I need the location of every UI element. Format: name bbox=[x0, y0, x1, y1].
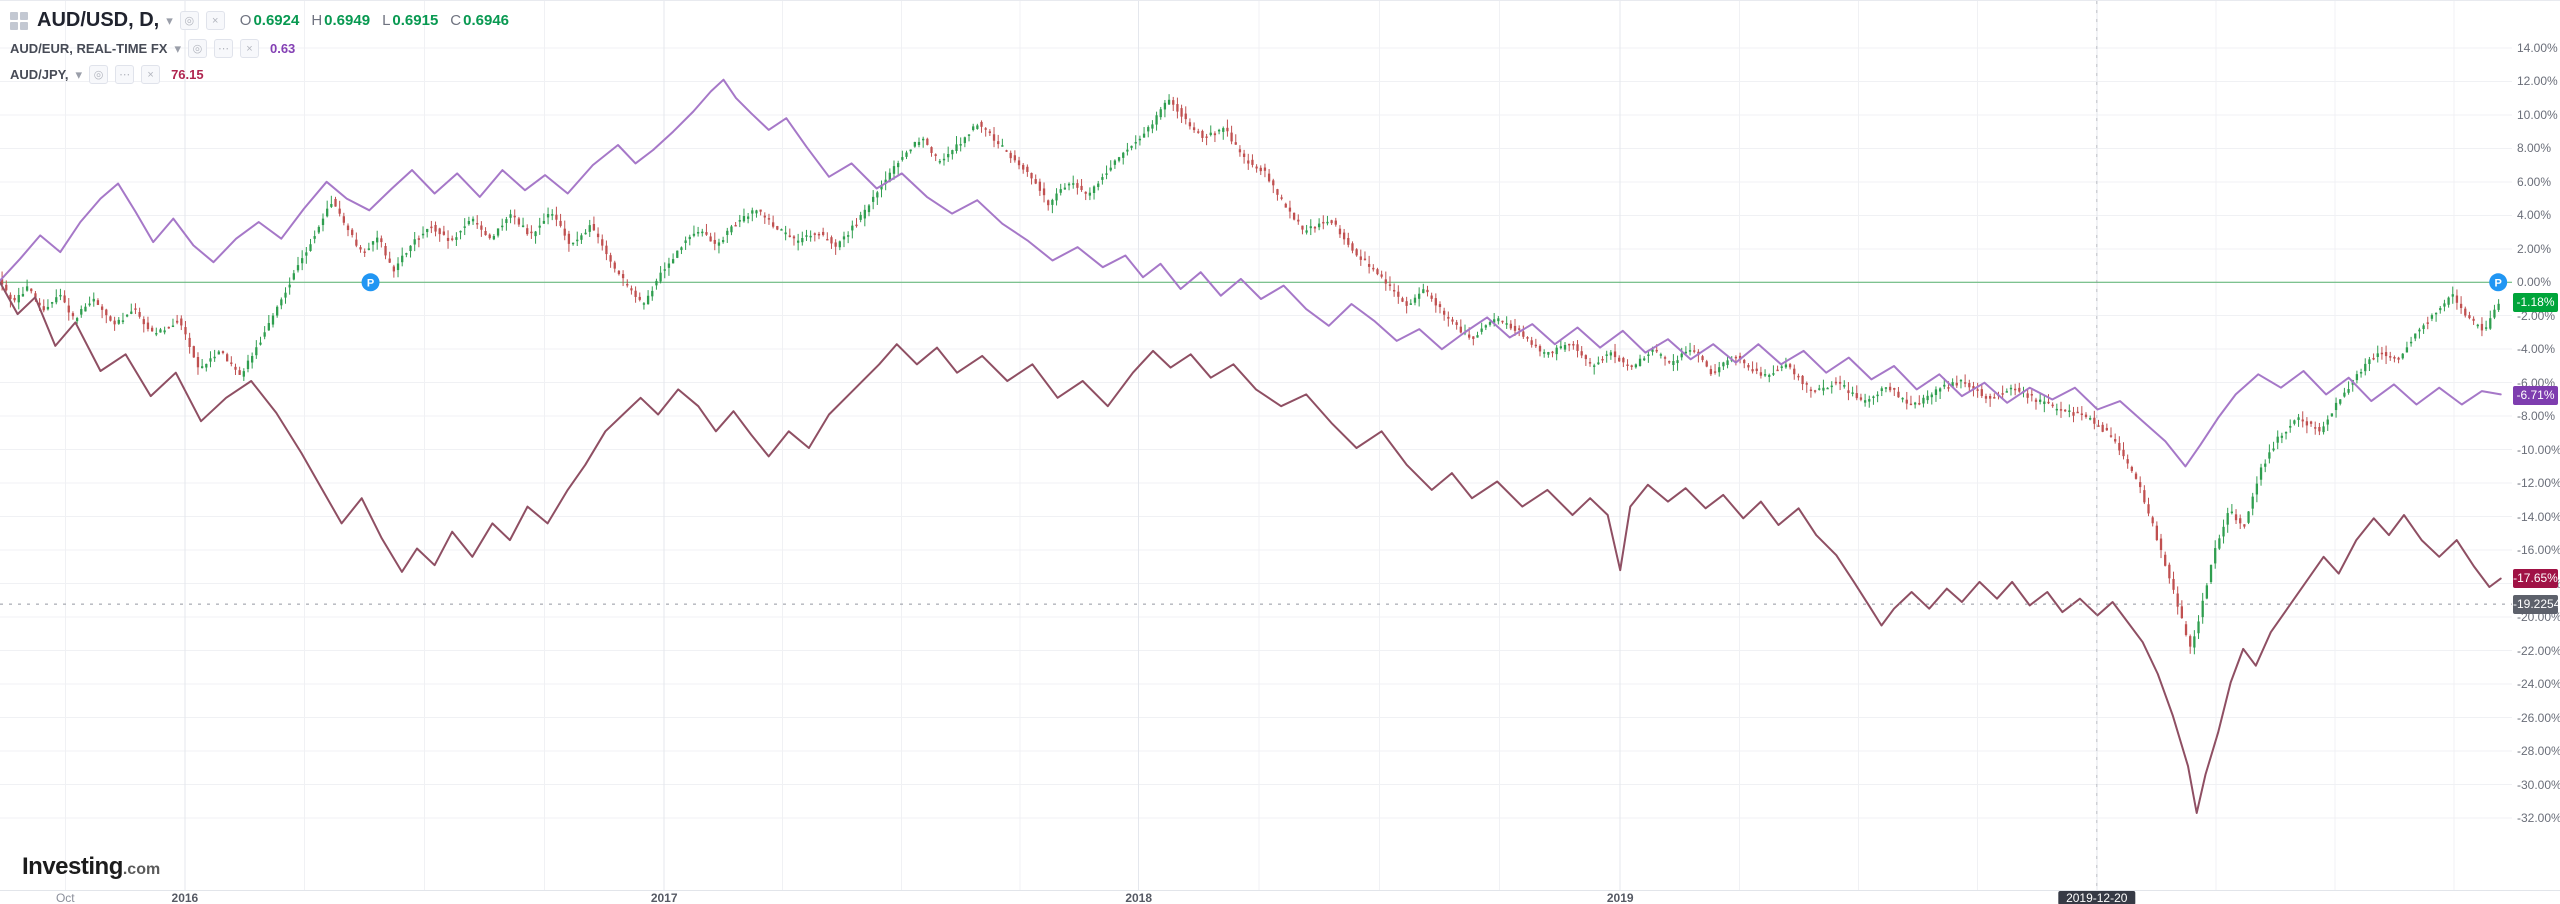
svg-text:P: P bbox=[2495, 277, 2502, 289]
y-axis-tick: 6.00% bbox=[2517, 174, 2552, 189]
y-axis-tick: -30.00% bbox=[2517, 777, 2560, 792]
x-axis-label: 2016 bbox=[171, 891, 199, 904]
high-label: H bbox=[311, 12, 323, 29]
crosshair-date-badge: 2019-12-20 bbox=[2058, 891, 2136, 904]
logo-suffix-text: .com bbox=[122, 861, 161, 878]
audjpy-symbol-title[interactable]: AUD/JPY, bbox=[10, 67, 69, 82]
ohlc-values: O 0.6924 H 0.6949 L 0.6915 C 0.6946 bbox=[240, 12, 509, 29]
x-axis-label: 2018 bbox=[1125, 891, 1153, 904]
legend: AUD/USD, D, ▾ ◎ × O 0.6924 H 0.6949 L 0.691… bbox=[10, 9, 509, 91]
close-icon[interactable]: × bbox=[141, 65, 161, 84]
audeur-value: 0.63 bbox=[269, 41, 296, 56]
eye-icon[interactable]: ◎ bbox=[187, 39, 207, 58]
price-badge-audjpy: -17.65% bbox=[2513, 568, 2558, 588]
y-axis-tick: 14.00% bbox=[2517, 40, 2558, 55]
svg-text:P: P bbox=[367, 277, 374, 289]
eye-icon[interactable]: ◎ bbox=[89, 65, 109, 84]
chevron-down-icon[interactable]: ▾ bbox=[174, 41, 181, 56]
open-value: 0.6924 bbox=[253, 12, 300, 29]
grid-lines bbox=[0, 1, 2512, 890]
y-axis-tick: -28.00% bbox=[2517, 744, 2560, 759]
y-axis-tick: 2.00% bbox=[2517, 241, 2552, 256]
price-axis[interactable]: 14.00% 12.00% 10.00% 8.00% 6.00% 4.00% 2.00% 0.… bbox=[2512, 1, 2560, 890]
audjpy-line bbox=[0, 281, 2502, 814]
price-badge-audeur: -6.71% bbox=[2513, 385, 2558, 405]
y-axis-tick: -22.00% bbox=[2517, 643, 2560, 658]
x-axis-label: 2017 bbox=[650, 891, 678, 904]
open-label: O bbox=[239, 12, 252, 29]
close-icon[interactable]: × bbox=[205, 11, 225, 30]
main-symbol-title[interactable]: AUD/USD, D, bbox=[37, 9, 160, 31]
chevron-down-icon[interactable]: ▾ bbox=[75, 67, 83, 82]
logo-brand-text: Investing bbox=[22, 853, 123, 880]
more-icon[interactable]: ⋯ bbox=[213, 39, 233, 58]
low-value: 0.6915 bbox=[392, 12, 439, 29]
y-axis-tick: -4.00% bbox=[2517, 342, 2556, 357]
y-axis-tick: 10.00% bbox=[2517, 107, 2558, 122]
y-axis-tick: -10.00% bbox=[2517, 442, 2560, 457]
y-axis-tick: -2.00% bbox=[2517, 308, 2556, 323]
audeur-line bbox=[0, 78, 2502, 468]
audjpy-value: 76.15 bbox=[171, 67, 204, 82]
legend-row-audeur: AUD/EUR, REAL-TIME FX ▾ ◎ ⋯ × 0.63 bbox=[10, 39, 509, 58]
close-label: C bbox=[450, 12, 462, 29]
legend-row-main: AUD/USD, D, ▾ ◎ × O 0.6924 H 0.6949 L 0.691… bbox=[10, 9, 509, 32]
low-label: L bbox=[382, 12, 391, 29]
y-axis-tick: -16.00% bbox=[2517, 543, 2560, 558]
close-icon[interactable]: × bbox=[239, 39, 259, 58]
y-axis-tick: -26.00% bbox=[2517, 710, 2560, 725]
y-axis-tick: -14.00% bbox=[2517, 509, 2560, 524]
blue-pin-marker[interactable]: P bbox=[2489, 273, 2508, 292]
x-axis-label: 2019 bbox=[1606, 891, 1634, 904]
eye-icon[interactable]: ◎ bbox=[179, 11, 199, 30]
legend-row-audjpy: AUD/JPY, ▾ ◎ ⋯ × 76.15 bbox=[10, 65, 509, 84]
x-axis-label: Oct bbox=[55, 891, 75, 904]
y-axis-tick: 12.00% bbox=[2517, 74, 2558, 89]
y-axis-tick: 0.00% bbox=[2517, 275, 2552, 290]
audusd-candles bbox=[0, 94, 2500, 655]
chart-type-icon[interactable] bbox=[10, 11, 28, 30]
y-axis-tick: -24.00% bbox=[2517, 677, 2560, 692]
y-axis-tick: -32.00% bbox=[2517, 811, 2560, 825]
price-badge-audusd: -1.18% bbox=[2513, 293, 2558, 313]
y-axis-tick: -8.00% bbox=[2517, 409, 2556, 424]
investing-logo[interactable]: Investing.com bbox=[22, 853, 160, 881]
price-badge-crosshair: -19.2254 bbox=[2513, 595, 2560, 615]
y-axis-tick: 4.00% bbox=[2517, 208, 2552, 223]
y-axis-tick: 8.00% bbox=[2517, 141, 2552, 156]
time-axis[interactable]: Oct 2016 2017 2018 2019 2019-12-20 bbox=[0, 890, 2560, 904]
close-value: 0.6946 bbox=[463, 12, 510, 29]
y-axis-tick: -12.00% bbox=[2517, 476, 2560, 491]
blue-pin-marker[interactable]: P bbox=[361, 273, 380, 292]
high-value: 0.6949 bbox=[324, 12, 371, 29]
chevron-down-icon[interactable]: ▾ bbox=[166, 13, 173, 28]
audeur-symbol-title[interactable]: AUD/EUR, REAL-TIME FX bbox=[10, 41, 168, 56]
more-icon[interactable]: ⋯ bbox=[115, 65, 135, 84]
